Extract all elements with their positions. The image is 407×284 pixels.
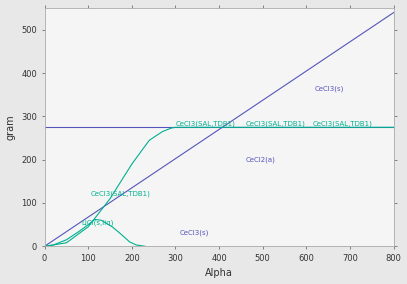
Text: CeCl3(s): CeCl3(s) [180, 229, 209, 236]
Y-axis label: gram: gram [6, 114, 15, 140]
Text: CeCl3(SAL,TDB1): CeCl3(SAL,TDB1) [313, 121, 373, 128]
Text: CeCl2(a): CeCl2(a) [245, 157, 275, 163]
Text: LiCl(s,liq): LiCl(s,liq) [82, 220, 114, 226]
X-axis label: Alpha: Alpha [205, 268, 233, 278]
Text: CeCl3(s): CeCl3(s) [315, 85, 344, 92]
Text: CeCl3(SAL,TDB1): CeCl3(SAL,TDB1) [90, 190, 150, 197]
Text: CeCl3(SAL,TDB1): CeCl3(SAL,TDB1) [245, 121, 305, 128]
Text: CeCl3(SAL,TDB1): CeCl3(SAL,TDB1) [175, 121, 235, 128]
